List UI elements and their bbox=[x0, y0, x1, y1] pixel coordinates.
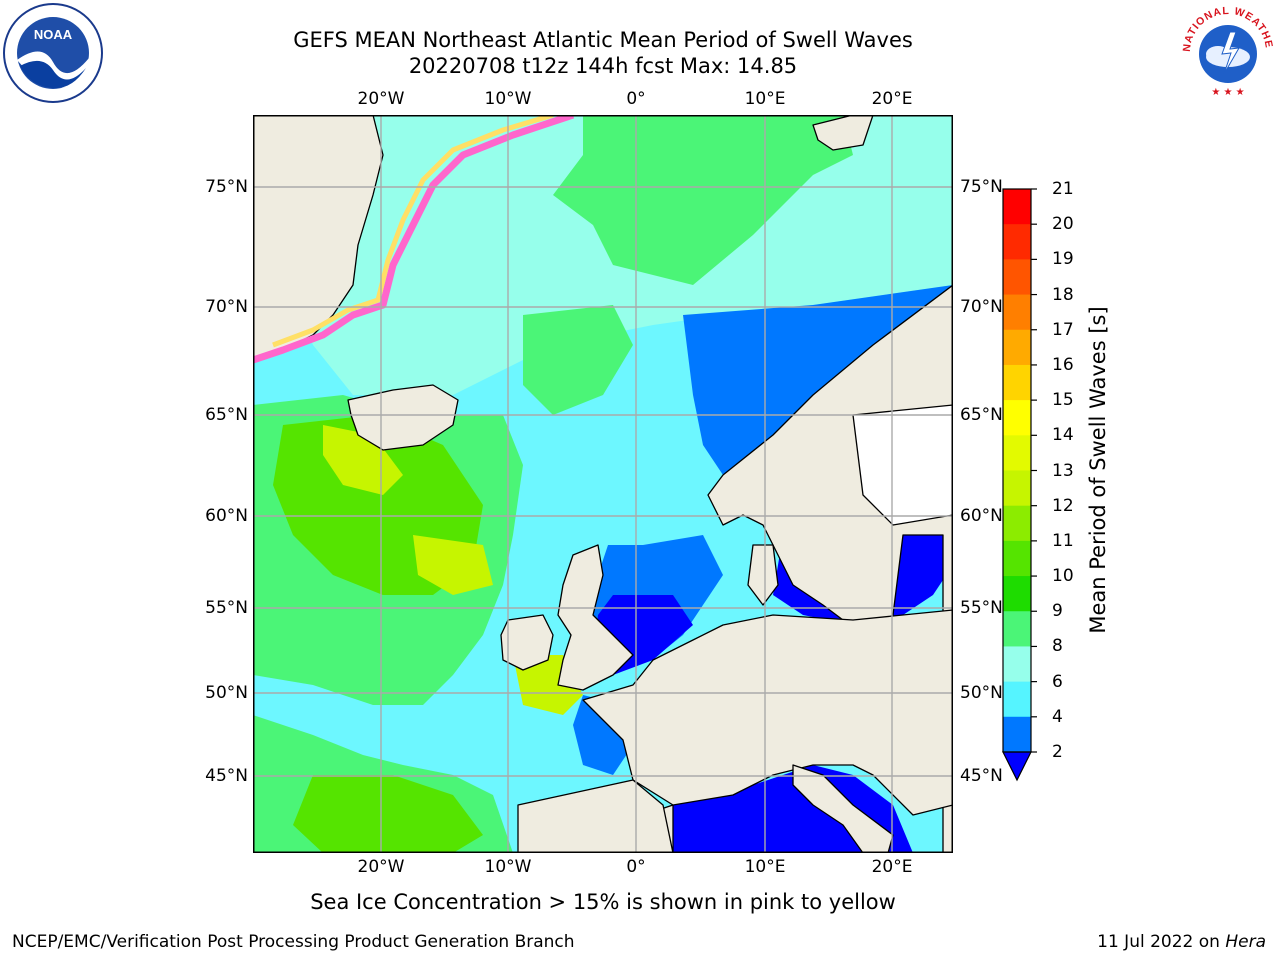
colorbar-segment bbox=[1003, 294, 1031, 331]
colorbar-segment bbox=[1003, 435, 1031, 471]
colorbar-tick-label: 2 bbox=[1052, 742, 1063, 762]
colorbar-segment bbox=[1003, 646, 1031, 683]
britain-land bbox=[557, 544, 634, 691]
svg-text:★ ★ ★: ★ ★ ★ bbox=[1211, 87, 1244, 98]
lat-label-left-55n: 55°N bbox=[205, 598, 248, 618]
lat-label-right-60n: 60°N bbox=[960, 506, 1003, 526]
colorbar-tick-label: 4 bbox=[1052, 706, 1063, 727]
lat-label-left-65n: 65°N bbox=[205, 405, 248, 425]
svalbard-land bbox=[812, 115, 874, 151]
colorbar-segment bbox=[1003, 189, 1031, 225]
colorbar-tick-label: 9 bbox=[1052, 601, 1063, 622]
finland-land-cut bbox=[852, 404, 953, 526]
colorbar-tick-label: 20 bbox=[1052, 214, 1074, 235]
lon-label-top-10w: 10°W bbox=[484, 89, 532, 109]
lon-label-bottom-10w: 10°W bbox=[484, 857, 532, 877]
lon-label-top-0: 0° bbox=[626, 89, 646, 109]
colorbar-segment bbox=[1003, 329, 1031, 366]
sea-ice-edge-inner bbox=[272, 115, 554, 348]
colorbar-tick-label: 12 bbox=[1052, 495, 1074, 516]
lat-label-left-60n: 60°N bbox=[205, 506, 248, 526]
lon-label-bottom-20w: 20°W bbox=[357, 857, 405, 877]
footer-credit: NCEP/EMC/Verification Post Processing Pr… bbox=[12, 932, 575, 952]
colorbar-tick-label: 19 bbox=[1052, 249, 1074, 270]
colorbar-tick-label: 16 bbox=[1052, 354, 1074, 375]
lat-label-right-45n: 45°N bbox=[960, 766, 1003, 786]
colorbar-segment bbox=[1003, 540, 1031, 577]
lon-label-bottom-20e: 20°E bbox=[871, 857, 913, 877]
colorbar-segment bbox=[1003, 224, 1031, 260]
footer-date-text: 11 Jul 2022 on bbox=[1097, 932, 1226, 952]
lat-label-right-50n: 50°N bbox=[960, 683, 1003, 703]
colorbar-tick-label: 11 bbox=[1052, 530, 1074, 551]
colorbar-segment bbox=[1003, 576, 1031, 612]
iceland-land bbox=[347, 384, 459, 451]
colorbar-tick-label: 18 bbox=[1052, 284, 1074, 305]
lat-label-right-65n: 65°N bbox=[960, 405, 1003, 425]
lon-label-top-20e: 20°E bbox=[871, 89, 913, 109]
noaa-logo: NOAA bbox=[3, 3, 103, 103]
colorbar-segment bbox=[1003, 505, 1031, 542]
lat-label-right-55n: 55°N bbox=[960, 598, 1003, 618]
colorbar bbox=[1002, 188, 1037, 782]
period-zone-central-green bbox=[523, 305, 633, 415]
lat-label-left-45n: 45°N bbox=[205, 766, 248, 786]
ireland-land bbox=[500, 614, 554, 671]
colorbar-segment bbox=[1003, 716, 1031, 752]
colorbar-segment bbox=[1003, 611, 1031, 647]
lat-label-right-75n: 75°N bbox=[960, 177, 1003, 197]
colorbar-tick-label: 13 bbox=[1052, 460, 1074, 481]
lon-label-top-10e: 10°E bbox=[744, 89, 786, 109]
swell-period-map bbox=[253, 115, 953, 853]
noaa-logo-text: NOAA bbox=[34, 27, 73, 42]
period-zone-north-green bbox=[553, 115, 853, 285]
colorbar-tick-label: 15 bbox=[1052, 390, 1074, 411]
lon-label-top-20w: 20°W bbox=[357, 89, 405, 109]
period-zone-norwegian-sea-blue bbox=[683, 285, 953, 475]
colorbar-segment bbox=[1003, 259, 1031, 296]
colorbar-tick-label: 21 bbox=[1052, 179, 1074, 199]
colorbar-segment bbox=[1003, 681, 1031, 718]
colorbar-tick-label: 8 bbox=[1052, 636, 1063, 657]
footer-date: 11 Jul 2022 on Hera bbox=[1097, 932, 1266, 952]
sea-ice-note: Sea Ice Concentration > 15% is shown in … bbox=[310, 890, 896, 914]
nws-logo: NATIONAL WEATHER SERVICE ★ ★ ★ bbox=[1178, 2, 1276, 100]
iberia-land bbox=[517, 779, 674, 853]
period-zone-atlantic-yellow-2 bbox=[413, 535, 493, 595]
sea-ice-edge bbox=[253, 115, 575, 364]
chart-title: GEFS MEAN Northeast Atlantic Mean Period… bbox=[293, 28, 913, 52]
period-zone-south-green-strong bbox=[293, 775, 483, 853]
colorbar-tick-label: 6 bbox=[1052, 671, 1063, 692]
chart-subtitle: 20220708 t12z 144h fcst Max: 14.85 bbox=[408, 54, 798, 78]
lon-label-bottom-0: 0° bbox=[626, 857, 646, 877]
denmark-land bbox=[747, 544, 779, 606]
lat-label-left-70n: 70°N bbox=[205, 297, 248, 317]
lat-label-right-70n: 70°N bbox=[960, 297, 1003, 317]
colorbar-segment bbox=[1003, 470, 1031, 507]
colorbar-label: Mean Period of Swell Waves [s] bbox=[1086, 306, 1110, 634]
graticule bbox=[253, 115, 953, 853]
colorbar-tick-label: 10 bbox=[1052, 566, 1074, 587]
period-zone-atlantic-yellow bbox=[323, 425, 403, 495]
footer-host: Hera bbox=[1225, 932, 1266, 952]
colorbar-tick-label: 14 bbox=[1052, 425, 1074, 446]
italy-land bbox=[792, 764, 894, 853]
colorbar-segment bbox=[1003, 364, 1031, 401]
lon-label-bottom-10e: 10°E bbox=[744, 857, 786, 877]
map-frame bbox=[253, 115, 953, 853]
colorbar-tick-label: 17 bbox=[1052, 319, 1074, 340]
lat-label-left-75n: 75°N bbox=[205, 177, 248, 197]
lat-label-left-50n: 50°N bbox=[205, 683, 248, 703]
colorbar-underflow bbox=[1002, 751, 1032, 782]
colorbar-segment bbox=[1003, 400, 1031, 436]
europe-mainland-land bbox=[517, 609, 953, 853]
